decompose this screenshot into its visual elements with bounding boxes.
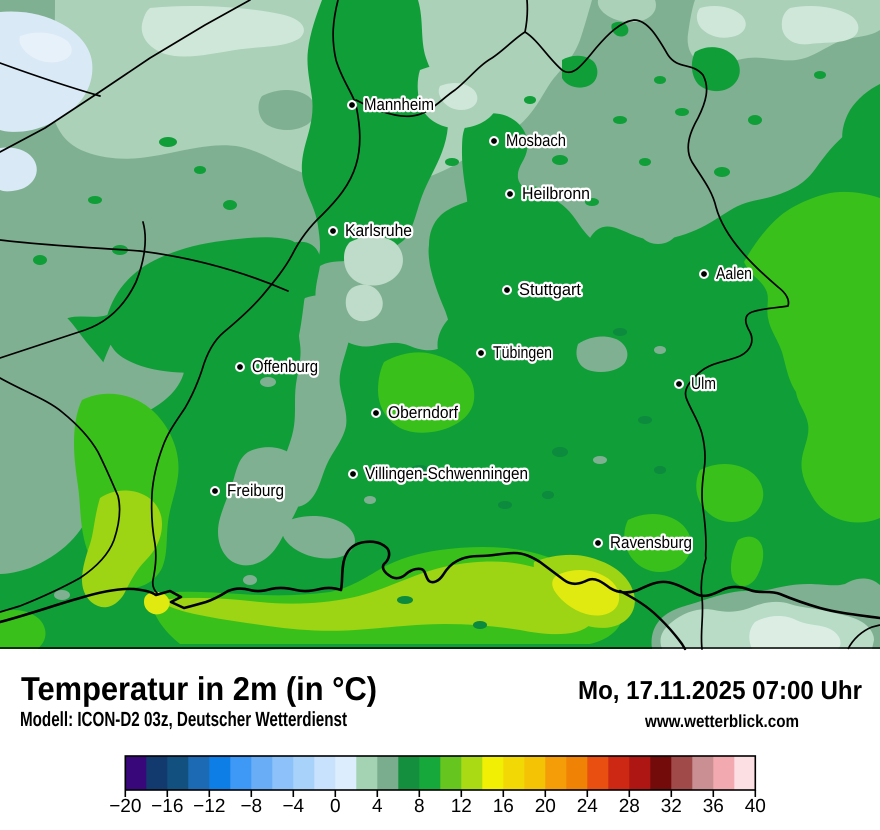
svg-text:Mo, 17.11.2025 07:00 Uhr: Mo, 17.11.2025 07:00 Uhr xyxy=(578,675,862,705)
svg-text:36: 36 xyxy=(703,796,724,817)
svg-text:24: 24 xyxy=(577,796,599,817)
svg-text:Ulm: Ulm xyxy=(691,374,716,393)
svg-text:Aalen: Aalen xyxy=(716,264,752,283)
svg-text:0: 0 xyxy=(330,796,341,817)
svg-text:−20: −20 xyxy=(109,796,141,817)
svg-text:−4: −4 xyxy=(282,796,304,817)
svg-text:Heilbronn: Heilbronn xyxy=(522,184,590,203)
svg-text:Villingen-Schwenningen: Villingen-Schwenningen xyxy=(365,464,528,483)
svg-text:Oberndorf: Oberndorf xyxy=(388,403,458,422)
svg-text:Modell: ICON-D2 03z, Deutscher: Modell: ICON-D2 03z, Deutscher Wetterdie… xyxy=(20,708,347,731)
svg-text:−12: −12 xyxy=(193,796,225,817)
svg-text:Ravensburg: Ravensburg xyxy=(610,533,692,552)
svg-text:12: 12 xyxy=(451,796,472,817)
svg-text:Mannheim: Mannheim xyxy=(364,95,434,114)
svg-text:Temperatur in 2m (in °C): Temperatur in 2m (in °C) xyxy=(21,670,377,707)
svg-text:4: 4 xyxy=(372,796,383,817)
svg-text:Karlsruhe: Karlsruhe xyxy=(345,221,412,240)
svg-text:Offenburg: Offenburg xyxy=(252,357,318,376)
svg-text:Stuttgart: Stuttgart xyxy=(519,280,581,299)
svg-text:32: 32 xyxy=(661,796,682,817)
svg-text:8: 8 xyxy=(414,796,425,817)
svg-text:40: 40 xyxy=(745,796,766,817)
svg-text:Mosbach: Mosbach xyxy=(506,131,566,150)
svg-text:16: 16 xyxy=(493,796,514,817)
svg-text:−8: −8 xyxy=(240,796,262,817)
svg-text:28: 28 xyxy=(619,796,640,817)
svg-text:−16: −16 xyxy=(151,796,183,817)
svg-text:Tübingen: Tübingen xyxy=(493,343,552,362)
svg-text:www.wetterblick.com: www.wetterblick.com xyxy=(644,711,799,731)
svg-text:Freiburg: Freiburg xyxy=(227,481,284,500)
svg-text:20: 20 xyxy=(535,796,556,817)
